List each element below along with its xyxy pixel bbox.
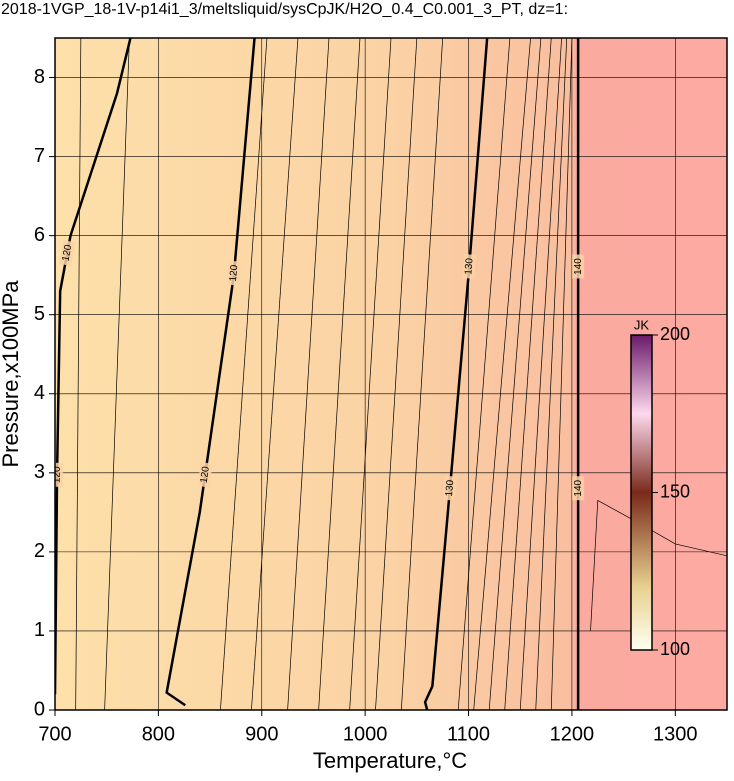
colorbar-label: JK [634, 317, 650, 332]
contour-label: 130 [444, 479, 456, 497]
colorbar: JK 100 150 200 [630, 317, 690, 659]
contour-label-bg [55, 462, 64, 487]
minor-contour [287, 38, 330, 710]
y-tick-label: 1 [34, 619, 45, 641]
y-axis-label: Pressure,x100MPa [0, 280, 23, 468]
contour-label-bg [227, 260, 242, 286]
plot-frame [54, 37, 728, 711]
colorbar-tick-label: 200 [660, 324, 690, 344]
contour-label-group: 120 [197, 462, 213, 488]
y-tick-label: 8 [34, 66, 45, 88]
x-tick-label: 700 [38, 723, 71, 745]
contour-label-group: 140 [572, 476, 585, 501]
contour-label: 120 [228, 264, 240, 282]
axes: 700 800 900 1000 1100 1200 1300 0 1 2 3 4 5 6 7 8 [34, 66, 698, 745]
colorbar-tick-label: 150 [660, 481, 690, 501]
contour-label-bg [462, 254, 477, 279]
contour-label: 120 [52, 466, 63, 483]
contour-label-bg [197, 462, 213, 488]
y-tick-label: 3 [34, 461, 45, 483]
minor-contour [220, 38, 268, 710]
minor-contour [75, 38, 82, 710]
y-tick-label: 4 [34, 382, 45, 404]
plot-area: 120 120 120 120 130 130 140 140 [52, 38, 727, 710]
minor-contour [504, 38, 552, 710]
minor-contour [318, 38, 361, 710]
y-tick-label: 6 [34, 224, 45, 246]
y-tick-label: 7 [34, 145, 45, 167]
contour-label: 120 [199, 465, 212, 484]
x-tick-label: 1100 [447, 723, 490, 745]
contour-label-group: 140 [572, 254, 585, 279]
y-tick-label: 2 [34, 540, 45, 562]
y-tick-label: 0 [34, 698, 45, 720]
colorbar-scale [630, 334, 653, 651]
y-tick-label: 5 [34, 303, 45, 325]
chart-title: 2018-1VGP_18-1V-p14i1_3/meltsliquid/sysC… [1, 1, 568, 18]
contour-label: 140 [573, 479, 584, 496]
minor-contour [400, 38, 444, 710]
contour-label-bg [572, 476, 585, 501]
minor-contour [535, 38, 568, 710]
minor-contour [104, 38, 130, 710]
contour-label-group: 120 [59, 240, 76, 266]
contour-line [165, 38, 256, 707]
x-axis-label: Temperature,°C [313, 748, 467, 773]
minor-contour [375, 38, 418, 710]
contour-label-group: 120 [52, 462, 64, 487]
contour-label-group: 130 [442, 475, 457, 501]
minor-contour [457, 38, 511, 710]
minor-contour [519, 38, 562, 710]
colorbar-tick-label: 100 [660, 639, 690, 659]
contour-label-bg [572, 254, 585, 279]
contour-line [423, 38, 489, 710]
x-tick-label: 1300 [653, 723, 698, 745]
contour-label-bg [59, 240, 76, 266]
contour-label-group: 120 [227, 260, 242, 286]
x-tick-label: 800 [142, 723, 175, 745]
contour-label-group: 130 [462, 254, 477, 279]
contour-label-bg [442, 475, 457, 501]
contour-label: 140 [573, 258, 584, 275]
minor-contour [473, 38, 531, 710]
x-tick-label: 1000 [343, 723, 388, 745]
x-tick-label: 900 [245, 723, 278, 745]
minor-contour [488, 38, 542, 710]
x-tick-label: 1200 [550, 723, 595, 745]
minor-contour [550, 38, 573, 710]
contour-label: 120 [60, 243, 74, 262]
contour-label: 130 [463, 257, 475, 275]
plot-background [55, 38, 727, 710]
minor-contour [349, 38, 392, 710]
minor-contour [251, 38, 299, 710]
